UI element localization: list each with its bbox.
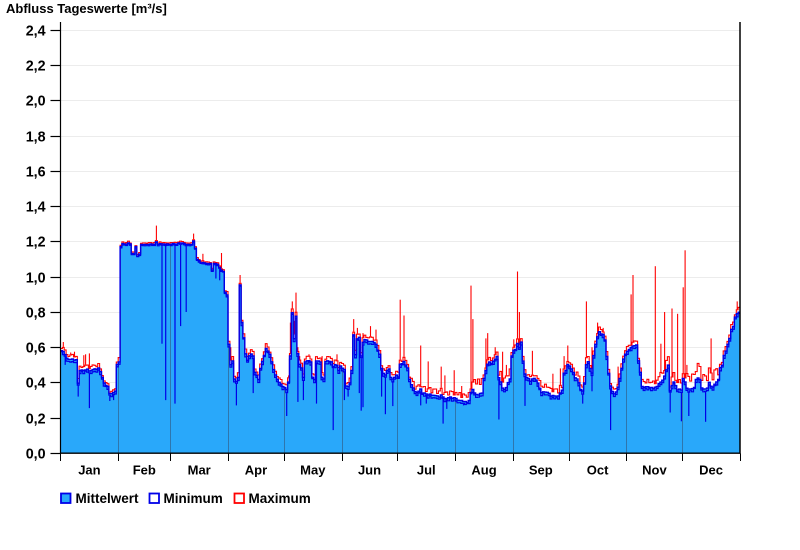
svg-text:1,2: 1,2 <box>26 235 46 251</box>
svg-text:0,2: 0,2 <box>26 412 46 428</box>
svg-text:Minimum: Minimum <box>164 491 223 506</box>
svg-text:0,6: 0,6 <box>26 341 46 357</box>
svg-text:1,0: 1,0 <box>26 271 46 287</box>
svg-text:Sep: Sep <box>529 463 553 478</box>
svg-text:Mar: Mar <box>188 463 211 478</box>
svg-text:Apr: Apr <box>245 463 267 478</box>
svg-text:Maximum: Maximum <box>249 491 311 506</box>
svg-text:0,8: 0,8 <box>26 306 46 322</box>
svg-text:2,2: 2,2 <box>26 59 46 75</box>
svg-text:Dec: Dec <box>699 463 723 478</box>
svg-text:Nov: Nov <box>642 463 667 478</box>
svg-text:Jul: Jul <box>417 463 436 478</box>
svg-text:Abfluss Tageswerte [m³/s]: Abfluss Tageswerte [m³/s] <box>6 1 167 16</box>
svg-text:2,4: 2,4 <box>26 24 46 40</box>
svg-text:0,4: 0,4 <box>26 376 46 392</box>
svg-text:Feb: Feb <box>133 463 156 478</box>
svg-text:Mittelwert: Mittelwert <box>76 491 140 506</box>
svg-text:May: May <box>300 463 326 478</box>
svg-text:Oct: Oct <box>587 463 609 478</box>
svg-text:Aug: Aug <box>471 463 496 478</box>
svg-text:2,0: 2,0 <box>26 94 46 110</box>
svg-text:1,4: 1,4 <box>26 200 46 216</box>
svg-text:Jan: Jan <box>78 463 100 478</box>
svg-text:Jun: Jun <box>358 463 381 478</box>
svg-text:1,8: 1,8 <box>26 130 46 146</box>
svg-text:0,0: 0,0 <box>26 447 46 463</box>
svg-text:1,6: 1,6 <box>26 165 46 181</box>
